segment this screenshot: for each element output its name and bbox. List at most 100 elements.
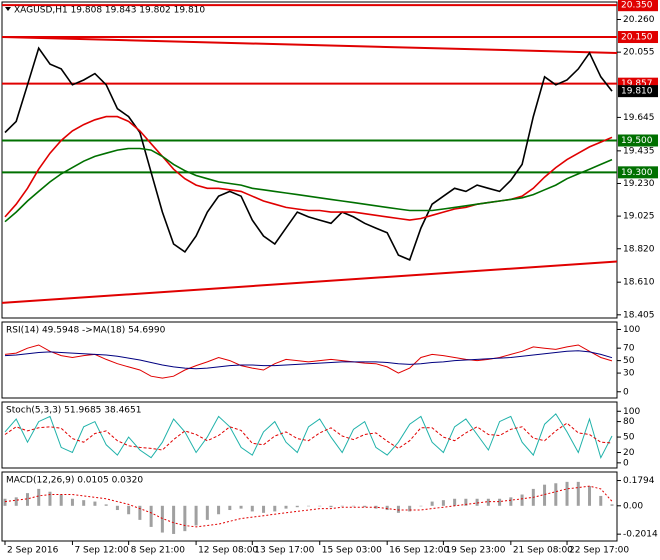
histogram-bar xyxy=(70,498,74,506)
histogram-bar xyxy=(453,498,457,506)
y-tick-label: 19.230 xyxy=(623,179,655,189)
histogram-bar xyxy=(262,505,266,513)
x-tick-label: 21 Sep 08:00 xyxy=(513,546,573,556)
histogram-bar xyxy=(329,505,333,508)
series-line xyxy=(4,350,613,370)
histogram-bar xyxy=(610,504,614,506)
y-tick-label: 50 xyxy=(623,433,635,443)
x-tick-label: 12 Sep 08:00 xyxy=(198,546,258,556)
histogram-bar xyxy=(239,505,243,509)
histogram-bar xyxy=(59,494,63,506)
series-line xyxy=(4,485,613,528)
histogram-bar xyxy=(250,505,254,512)
y-tick-label: 18.610 xyxy=(623,278,655,288)
histogram-bar xyxy=(419,505,423,507)
x-tick-label: 8 Sep 21:00 xyxy=(131,546,186,556)
histogram-bar xyxy=(93,501,97,506)
histogram-bar xyxy=(385,505,389,511)
histogram-bar xyxy=(441,500,445,506)
histogram-bar xyxy=(408,505,412,512)
histogram-bar xyxy=(351,505,355,507)
histogram-bar xyxy=(588,486,592,506)
histogram-bar xyxy=(576,481,580,506)
histogram-bar xyxy=(160,505,164,533)
histogram-bar xyxy=(138,505,142,520)
level-label: 20.350 xyxy=(621,1,653,11)
histogram-bar xyxy=(115,505,119,511)
histogram-bar xyxy=(307,505,310,507)
level-tag xyxy=(618,0,658,12)
histogram-bar xyxy=(228,505,232,511)
histogram-bar xyxy=(172,505,176,534)
histogram-bar xyxy=(475,498,479,506)
y-tick-label: 20 xyxy=(623,448,635,458)
histogram-bar xyxy=(486,498,490,506)
panel-border xyxy=(1,1,618,319)
x-tick-label: 13 Sep 17:00 xyxy=(254,546,314,556)
level-tag xyxy=(618,31,658,44)
trend-line xyxy=(1,36,618,54)
y-tick-label: 80 xyxy=(623,417,635,427)
x-tick-label: 19 Sep 23:00 xyxy=(445,546,505,556)
histogram-bar xyxy=(194,505,198,526)
trend-line xyxy=(1,260,618,304)
x-tick-label: 22 Sep 17:00 xyxy=(569,546,629,556)
x-tick-label: 16 Sep 12:00 xyxy=(389,546,449,556)
histogram-bar xyxy=(318,505,322,507)
histogram-bar xyxy=(509,497,513,506)
x-tick-label: 7 Sep 12:00 xyxy=(74,546,129,556)
series-line xyxy=(4,46,613,261)
y-tick-label: -0.2014 xyxy=(623,530,658,540)
histogram-bar xyxy=(565,481,569,506)
price-tag xyxy=(618,85,658,98)
histogram-bar xyxy=(430,501,434,506)
histogram-bar xyxy=(599,495,603,506)
histogram-bar xyxy=(520,494,524,506)
y-tick-label: 0.00 xyxy=(623,501,643,511)
series-line xyxy=(4,344,613,379)
histogram-bar xyxy=(3,498,7,506)
y-tick-label: 70 xyxy=(623,344,635,354)
y-tick-label: 19.435 xyxy=(623,146,655,156)
histogram-bar xyxy=(82,500,86,506)
series-line xyxy=(4,147,613,223)
level-tag xyxy=(618,134,658,147)
histogram-bar xyxy=(374,505,378,509)
histogram-bar xyxy=(295,505,299,508)
y-tick-label: 18.820 xyxy=(623,244,655,254)
y-tick-label: 0 xyxy=(623,387,629,397)
histogram-bar xyxy=(14,497,18,506)
histogram-bar xyxy=(273,505,277,512)
y-tick-label: 20.055 xyxy=(623,48,655,58)
histogram-bar xyxy=(217,505,221,515)
panel-border xyxy=(1,321,618,399)
histogram-bar xyxy=(543,484,547,506)
y-tick-label: 0.1794 xyxy=(623,476,655,486)
level-label: 19.300 xyxy=(621,168,653,178)
histogram-bar xyxy=(396,505,400,513)
y-tick-label: 30 xyxy=(623,369,635,379)
y-tick-label: 100 xyxy=(623,407,640,417)
series-line xyxy=(4,115,613,221)
y-tick-label: 19.025 xyxy=(623,212,655,222)
level-label: 19.500 xyxy=(621,136,653,146)
series-line xyxy=(4,422,613,451)
histogram-bar xyxy=(498,498,502,506)
price-label: 19.810 xyxy=(621,87,653,97)
menu-triangle xyxy=(5,7,11,11)
histogram-bar xyxy=(340,505,344,507)
histogram-bar xyxy=(149,505,153,527)
y-tick-label: 20.260 xyxy=(623,15,655,25)
histogram-bar xyxy=(127,505,131,515)
panel-title: XAGUSD,H1 19.808 19.843 19.802 19.810 xyxy=(14,6,205,16)
x-tick-label: 2 Sep 2016 xyxy=(7,546,59,556)
y-tick-label: 0 xyxy=(623,458,629,468)
histogram-bar xyxy=(284,505,288,509)
x-tick-label: 15 Sep 03:00 xyxy=(322,546,382,556)
histogram-bar xyxy=(104,504,108,506)
panel-title: Stoch(5,3,3) 51.9685 38.4651 xyxy=(6,406,141,416)
histogram-bar xyxy=(25,493,29,506)
panel-title: RSI(14) 49.5948 ->MA(18) 54.6990 xyxy=(6,326,166,336)
histogram-bar xyxy=(464,498,468,506)
